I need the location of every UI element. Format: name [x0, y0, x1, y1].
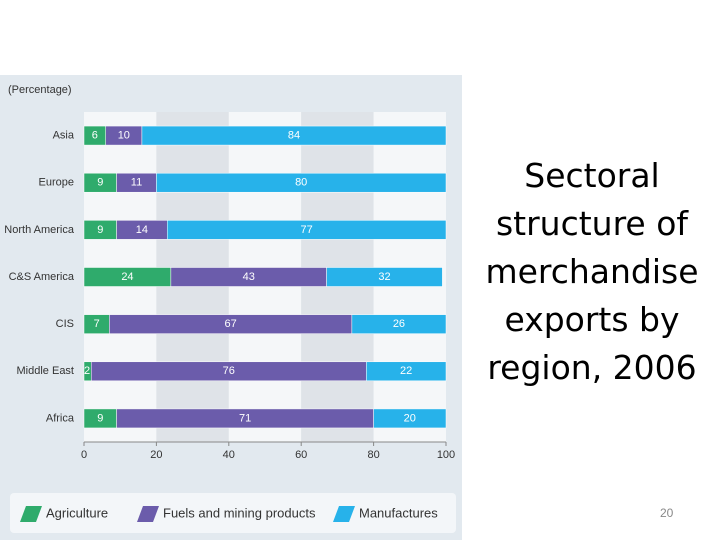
x-tick-label: 80	[367, 449, 379, 461]
data-label: 32	[378, 271, 390, 283]
data-label: 84	[288, 129, 300, 141]
x-tick-label: 100	[437, 449, 455, 461]
legend-label: Fuels and mining products	[163, 505, 316, 520]
data-label: 9	[97, 412, 103, 424]
data-label: 22	[400, 365, 412, 377]
x-tick-label: 60	[295, 449, 307, 461]
data-label: 67	[224, 318, 236, 330]
legend-swatch	[137, 506, 159, 522]
page-number: 20	[660, 506, 674, 520]
data-label: 9	[97, 224, 103, 236]
legend-label: Agriculture	[46, 505, 108, 520]
axis-label: (Percentage)	[8, 84, 72, 96]
data-label: 80	[295, 177, 307, 189]
data-label: 24	[121, 271, 133, 283]
y-tick-label: Africa	[46, 412, 75, 424]
data-label: 76	[223, 365, 235, 377]
y-tick-label: CIS	[56, 318, 74, 330]
y-tick-label: C&S America	[9, 271, 75, 283]
bar-segment	[167, 220, 447, 240]
data-label: 7	[94, 318, 100, 330]
legend-swatch	[20, 506, 42, 522]
data-label: 20	[404, 412, 416, 424]
data-label: 6	[92, 129, 98, 141]
legend-box	[10, 493, 456, 533]
y-tick-label: Asia	[53, 129, 75, 141]
bar-segment	[351, 314, 447, 334]
x-tick-label: 40	[223, 449, 235, 461]
legend-label: Manufactures	[359, 505, 438, 520]
data-label: 11	[131, 177, 142, 189]
slide-title: Sectoral structure of merchandise export…	[485, 156, 699, 387]
data-label: 43	[243, 271, 255, 283]
data-label: 2	[84, 365, 90, 377]
data-label: 10	[118, 129, 130, 141]
data-label: 9	[97, 177, 103, 189]
data-label: 26	[393, 318, 405, 330]
bar-segment	[141, 125, 447, 146]
data-label: 77	[301, 224, 313, 236]
bar-segment	[373, 408, 447, 429]
legend-swatch	[333, 506, 355, 522]
x-tick-label: 20	[150, 449, 162, 461]
y-tick-label: Middle East	[17, 365, 74, 377]
data-label: 14	[136, 224, 148, 236]
bar-segment	[326, 267, 443, 287]
bar-segment	[156, 172, 447, 193]
data-label: 71	[239, 412, 251, 424]
y-tick-label: North America	[4, 224, 75, 236]
bar-segment	[366, 361, 447, 382]
y-tick-label: Europe	[39, 177, 74, 189]
x-tick-label: 0	[81, 449, 87, 461]
